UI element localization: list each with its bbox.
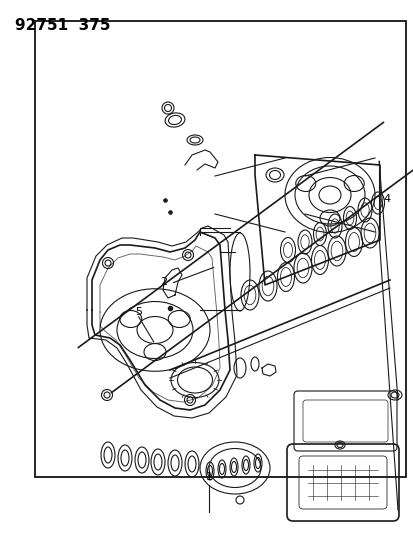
Bar bbox=[35, 21, 405, 477]
Text: 92751  375: 92751 375 bbox=[15, 18, 110, 33]
Text: 2: 2 bbox=[159, 278, 167, 287]
Text: 1: 1 bbox=[205, 472, 212, 482]
Text: 5: 5 bbox=[135, 307, 142, 317]
Text: 4: 4 bbox=[382, 194, 390, 204]
